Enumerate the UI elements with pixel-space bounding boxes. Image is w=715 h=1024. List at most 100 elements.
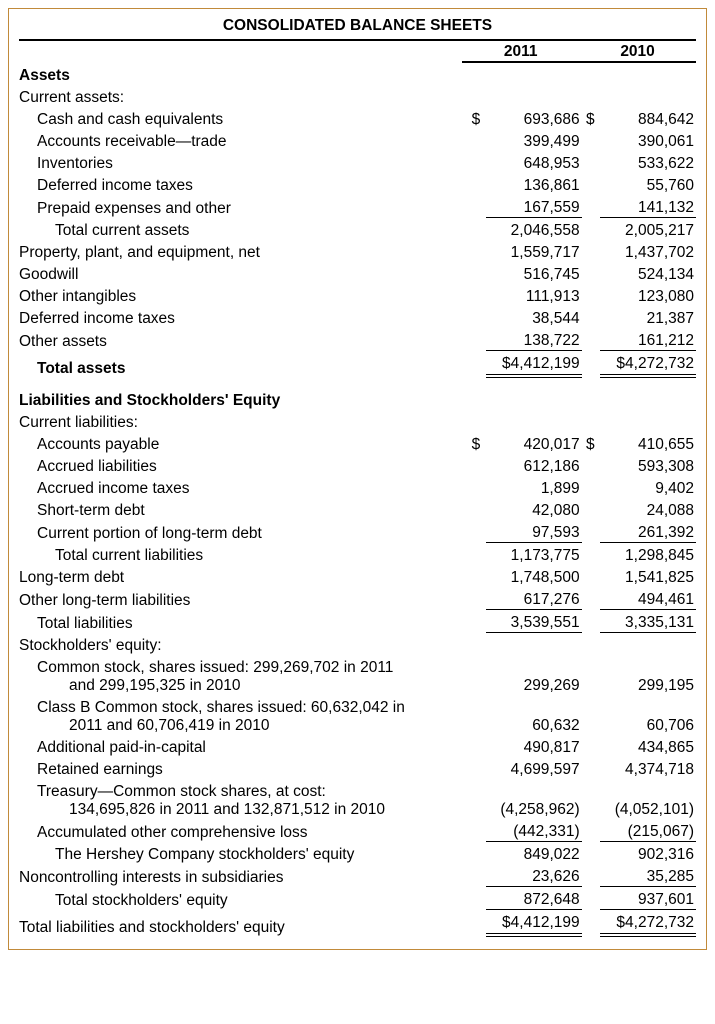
amount-cell: 2,046,558 — [467, 220, 581, 242]
amount-cell: 42,080 — [467, 500, 581, 522]
amount-cell: $4,412,199 — [467, 912, 581, 939]
row-label: Current liabilities: — [19, 412, 467, 434]
table-row: Total stockholders' equity872,648937,601 — [19, 889, 696, 912]
table-row: Current portion of long-term debt97,5932… — [19, 522, 696, 545]
amount-cell: 23,626 — [467, 866, 581, 889]
table-row: Prepaid expenses and other167,559141,132 — [19, 197, 696, 220]
table-row: Accounts receivable—trade399,499390,061 — [19, 131, 696, 153]
row-label: Accounts payable — [19, 434, 467, 456]
row-label: Stockholders' equity: — [19, 635, 467, 657]
amount-cell: 4,374,718 — [582, 759, 696, 781]
row-label: Inventories — [19, 153, 467, 175]
amount-cell: (4,052,101) — [582, 781, 696, 821]
amount-cell: $884,642 — [582, 109, 696, 131]
table-row: Accrued liabilities612,186593,308 — [19, 456, 696, 478]
amount-cell: 136,861 — [467, 175, 581, 197]
amount-cell: 138,722 — [467, 330, 581, 353]
amount-cell: 38,544 — [467, 308, 581, 330]
row-label: Property, plant, and equipment, net — [19, 242, 467, 264]
table-row: Total current liabilities1,173,7751,298,… — [19, 545, 696, 567]
data-table: AssetsCurrent assets:Cash and cash equiv… — [19, 65, 696, 939]
amount-cell: 24,088 — [582, 500, 696, 522]
table-row: Retained earnings4,699,5974,374,718 — [19, 759, 696, 781]
amount-cell: 902,316 — [582, 844, 696, 866]
table-row: Class B Common stock, shares issued: 60,… — [19, 697, 696, 737]
amount-cell: 2,005,217 — [582, 220, 696, 242]
row-label: Accrued income taxes — [19, 478, 467, 500]
header-table: 2011 2010 — [19, 41, 696, 65]
table-row: Long-term debt1,748,5001,541,825 — [19, 567, 696, 589]
amount-cell: 3,539,551 — [467, 612, 581, 635]
amount-cell: 111,913 — [467, 286, 581, 308]
table-row: Total current assets2,046,5582,005,217 — [19, 220, 696, 242]
amount-cell: 490,817 — [467, 737, 581, 759]
amount-cell: 593,308 — [582, 456, 696, 478]
amount-cell: 60,706 — [582, 697, 696, 737]
row-label: Accumulated other comprehensive loss — [19, 821, 467, 844]
amount-cell: 390,061 — [582, 131, 696, 153]
section-header: Current assets: — [19, 87, 696, 109]
table-row: Deferred income taxes38,54421,387 — [19, 308, 696, 330]
amount-cell: $4,412,199 — [467, 353, 581, 380]
balance-sheet: CONSOLIDATED BALANCE SHEETS 2011 2010 As… — [8, 8, 707, 950]
amount-cell: 299,195 — [582, 657, 696, 697]
row-label: Long-term debt — [19, 567, 467, 589]
row-label: Retained earnings — [19, 759, 467, 781]
table-row: Total liabilities and stockholders' equi… — [19, 912, 696, 939]
row-label: Total assets — [19, 353, 467, 380]
amount-cell: 35,285 — [582, 866, 696, 889]
amount-cell: $693,686 — [467, 109, 581, 131]
amount-cell: 533,622 — [582, 153, 696, 175]
amount-cell: $410,655 — [582, 434, 696, 456]
row-label: Liabilities and Stockholders' Equity — [19, 390, 467, 412]
section-header: Liabilities and Stockholders' Equity — [19, 390, 696, 412]
section-header: Stockholders' equity: — [19, 635, 696, 657]
table-row: Accounts payable$420,017$410,655 — [19, 434, 696, 456]
amount-cell: 9,402 — [582, 478, 696, 500]
amount-cell: 399,499 — [467, 131, 581, 153]
row-label: Deferred income taxes — [19, 308, 467, 330]
amount-cell: 494,461 — [582, 589, 696, 612]
row-label: Other assets — [19, 330, 467, 353]
table-row: Other long-term liabilities617,276494,46… — [19, 589, 696, 612]
amount-cell: 123,080 — [582, 286, 696, 308]
table-row: Accumulated other comprehensive loss(442… — [19, 821, 696, 844]
table-row: Other assets138,722161,212 — [19, 330, 696, 353]
amount-cell: 299,269 — [467, 657, 581, 697]
table-row: Treasury—Common stock shares, at cost:13… — [19, 781, 696, 821]
row-label: Other intangibles — [19, 286, 467, 308]
table-row: Property, plant, and equipment, net1,559… — [19, 242, 696, 264]
sheet-title: CONSOLIDATED BALANCE SHEETS — [19, 15, 696, 39]
table-row: Accrued income taxes1,8999,402 — [19, 478, 696, 500]
amount-cell: 4,699,597 — [467, 759, 581, 781]
year-col-1: 2011 — [462, 43, 579, 63]
row-label: Cash and cash equivalents — [19, 109, 467, 131]
amount-cell: 1,437,702 — [582, 242, 696, 264]
row-label: Prepaid expenses and other — [19, 197, 467, 220]
row-label: Current portion of long-term debt — [19, 522, 467, 545]
section-header: Assets — [19, 65, 696, 87]
amount-cell: 849,022 — [467, 844, 581, 866]
amount-cell: 1,748,500 — [467, 567, 581, 589]
amount-cell: 434,865 — [582, 737, 696, 759]
amount-cell: 167,559 — [467, 197, 581, 220]
table-row: Total assets$4,412,199$4,272,732 — [19, 353, 696, 380]
row-label: Accounts receivable—trade — [19, 131, 467, 153]
amount-cell: 1,559,717 — [467, 242, 581, 264]
row-label: Total liabilities — [19, 612, 467, 635]
amount-cell: 516,745 — [467, 264, 581, 286]
row-label: Additional paid-in-capital — [19, 737, 467, 759]
amount-cell: 617,276 — [467, 589, 581, 612]
amount-cell: 161,212 — [582, 330, 696, 353]
amount-cell: $4,272,732 — [582, 912, 696, 939]
year-col-2: 2010 — [579, 43, 696, 63]
amount-cell: 3,335,131 — [582, 612, 696, 635]
table-row: Additional paid-in-capital490,817434,865 — [19, 737, 696, 759]
table-row: Short-term debt42,08024,088 — [19, 500, 696, 522]
row-label: Total liabilities and stockholders' equi… — [19, 912, 467, 939]
row-label: Deferred income taxes — [19, 175, 467, 197]
table-row: Total liabilities3,539,5513,335,131 — [19, 612, 696, 635]
amount-cell: 55,760 — [582, 175, 696, 197]
amount-cell: $4,272,732 — [582, 353, 696, 380]
row-label: Total current liabilities — [19, 545, 467, 567]
